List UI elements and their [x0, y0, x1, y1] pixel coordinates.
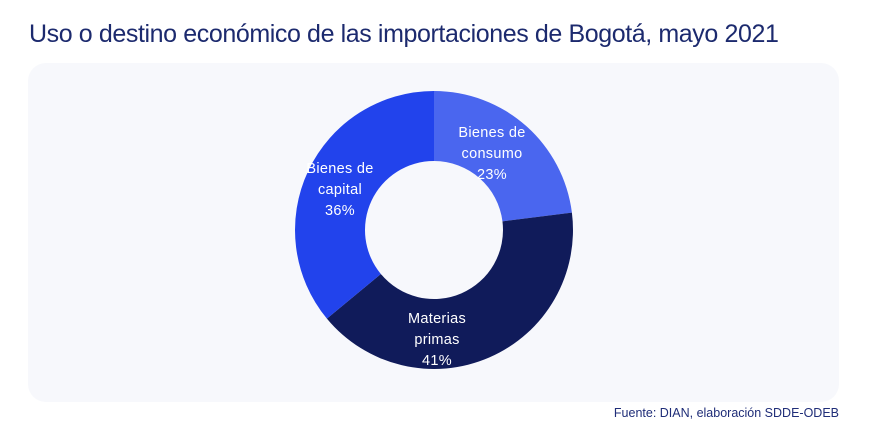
pie-slice-bienes-de-capital	[295, 91, 434, 319]
donut-chart	[295, 91, 573, 369]
pie-slice-materias-primas	[326, 212, 573, 369]
chart-panel: Bienes de consumo 23% Bienes de capital …	[28, 63, 839, 402]
source-caption: Fuente: DIAN, elaboración SDDE-ODEB	[613, 406, 839, 420]
pie-slice-bienes-de-consumo	[434, 91, 572, 222]
chart-title: Uso o destino económico de las importaci…	[29, 20, 779, 48]
